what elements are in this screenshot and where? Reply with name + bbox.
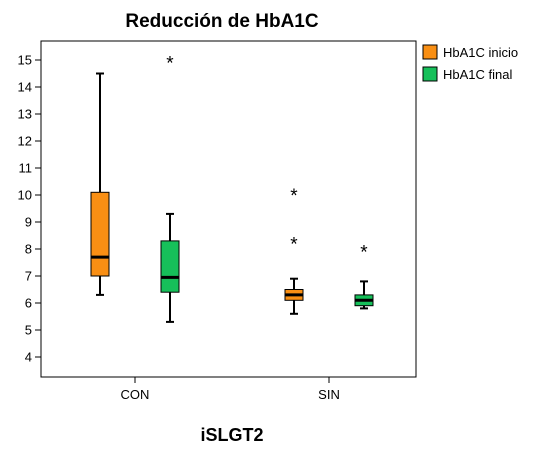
iqr-box xyxy=(90,191,110,277)
y-tick-label: 14 xyxy=(18,80,32,95)
x-tick-label: CON xyxy=(121,387,150,402)
box-sin-final: * xyxy=(354,243,374,310)
plot-frame xyxy=(40,40,417,378)
legend-swatch xyxy=(422,66,438,82)
y-tick-label: 11 xyxy=(19,161,33,176)
y-tick-label: 4 xyxy=(25,350,32,365)
y-tick-label: 15 xyxy=(18,53,32,68)
y-tick-label: 12 xyxy=(18,134,32,149)
legend-swatch xyxy=(422,44,438,60)
legend: HbA1C inicio HbA1C final xyxy=(422,44,518,82)
y-tick-label: 9 xyxy=(25,215,32,230)
chart-title: Reducción de HbA1C xyxy=(125,11,318,32)
y-tick-label: 8 xyxy=(25,242,32,257)
y-tick-label: 13 xyxy=(18,107,32,122)
box-con-final: * xyxy=(160,54,180,323)
y-tick-label: 7 xyxy=(25,269,32,284)
outlier-marker: * xyxy=(166,54,174,75)
legend-label: HbA1C final xyxy=(443,67,512,82)
y-tick-label: 5 xyxy=(25,323,32,338)
box-sin-inicio: ** xyxy=(284,186,304,315)
y-tick-label: 6 xyxy=(25,296,32,311)
legend-label: HbA1C inicio xyxy=(443,45,518,60)
x-tick-label: SIN xyxy=(318,387,340,402)
outlier-marker: * xyxy=(290,186,298,207)
y-tick-label: 10 xyxy=(18,188,32,203)
iqr-box xyxy=(160,240,180,293)
box-con-inicio xyxy=(90,72,110,296)
x-axis: CON SIN xyxy=(121,377,340,402)
x-axis-label: iSLGT2 xyxy=(200,425,263,445)
box-plots: **** xyxy=(90,54,374,323)
outlier-marker: * xyxy=(360,243,368,264)
y-axis: 4 5 6 7 8 9 10 11 12 13 14 15 xyxy=(18,53,41,365)
outlier-marker: * xyxy=(290,235,298,256)
